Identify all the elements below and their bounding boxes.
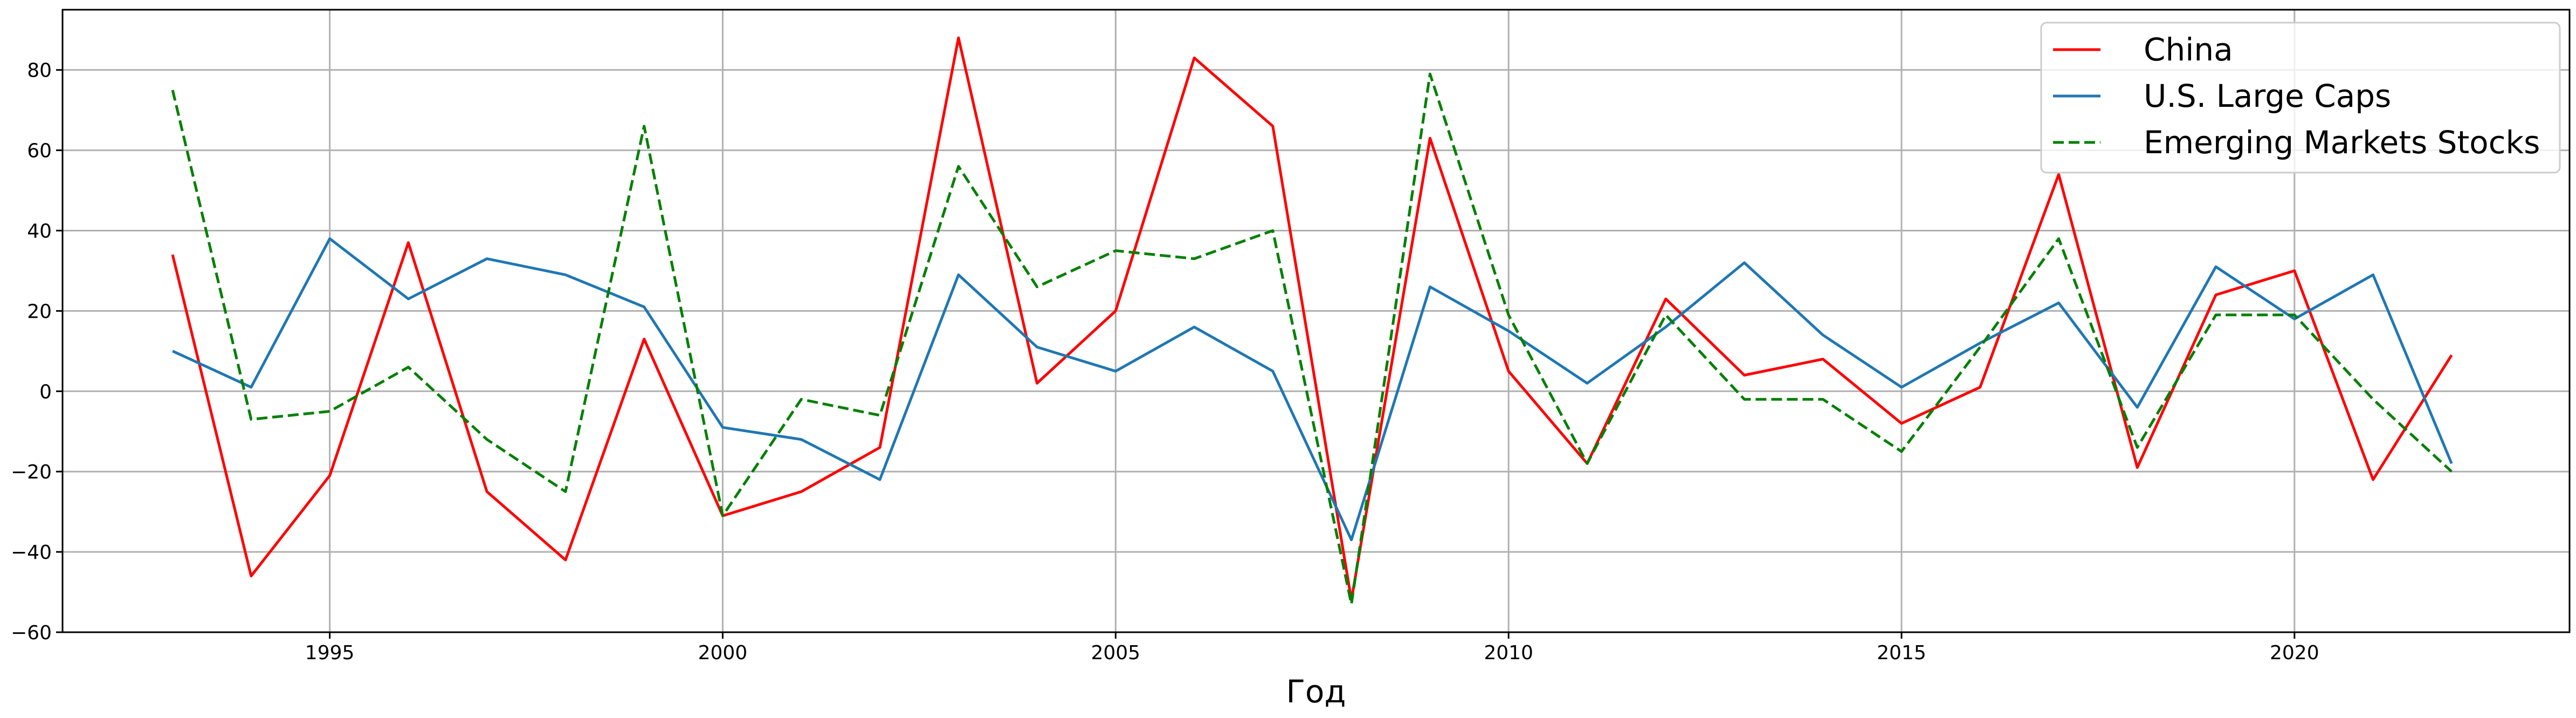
plot-lines bbox=[171, 36, 2453, 606]
series-line-2 bbox=[171, 72, 2453, 606]
legend-label-1: U.S. Large Caps bbox=[2144, 78, 2391, 114]
series-line-1 bbox=[172, 237, 2453, 542]
y-tick-label: −40 bbox=[11, 542, 52, 564]
x-axis-label: Год bbox=[1286, 673, 1346, 710]
axis-ticks: 1995 2000 2005 2010 2015 2020 −60 −40 −20 0 20 40 60… bbox=[11, 60, 2319, 664]
legend-label-0: China bbox=[2144, 31, 2233, 68]
x-tick-label: 1995 bbox=[305, 642, 355, 664]
x-tick-label: 2015 bbox=[1877, 642, 1926, 664]
plot-frame bbox=[61, 9, 2571, 633]
legend-box bbox=[2040, 22, 2561, 174]
y-tick-label: 80 bbox=[27, 60, 52, 82]
y-tick-label: 20 bbox=[27, 300, 52, 323]
y-tick-label: −20 bbox=[11, 461, 52, 483]
y-tick-label: 40 bbox=[27, 220, 52, 242]
legend-label-2: Emerging Markets Stocks bbox=[2144, 124, 2540, 161]
legend: China U.S. Large Caps Emerging Markets Sto… bbox=[2040, 22, 2561, 174]
series-line-0 bbox=[171, 36, 2453, 601]
y-tick-label: 0 bbox=[39, 381, 52, 403]
x-tick-label: 2005 bbox=[1091, 642, 1140, 664]
y-tick-label: −60 bbox=[11, 622, 52, 644]
x-tick-label: 2010 bbox=[1484, 642, 1533, 664]
y-tick-label: 60 bbox=[27, 140, 52, 162]
x-tick-label: 2000 bbox=[698, 642, 748, 664]
x-tick-label: 2020 bbox=[2270, 642, 2319, 664]
